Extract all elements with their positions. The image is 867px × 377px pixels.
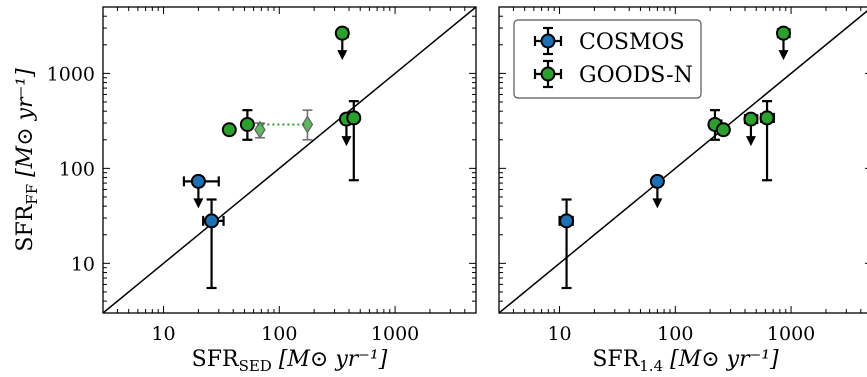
y-tick-label: 100 — [59, 158, 95, 180]
legend-entry: COSMOS — [533, 26, 685, 56]
x-tick-label: 1000 — [767, 323, 815, 345]
x-tick-label: 100 — [657, 323, 693, 345]
axes-frame — [102, 6, 477, 314]
y-axis-label-sub: FF — [23, 184, 41, 205]
data-point-goods-n — [715, 122, 731, 138]
marker-circle — [190, 173, 206, 189]
legend-label: COSMOS — [579, 30, 685, 55]
upper-limit-arrow — [337, 50, 348, 61]
marker-circle — [775, 25, 791, 41]
upper-limit-arrow — [341, 136, 352, 147]
marker-circle — [715, 122, 731, 138]
y-tick-label: 1000 — [47, 63, 95, 85]
one-to-one-line — [103, 7, 476, 313]
alt-marker-diamond — [254, 120, 266, 139]
data-point-goods-n — [759, 100, 775, 182]
data-point-goods-n — [334, 25, 350, 61]
x-axis-label-unit: [M⊙ yr⁻¹] — [272, 347, 388, 372]
marker-circle — [759, 110, 775, 126]
marker-circle — [334, 25, 350, 41]
x-axis-label-sub: 1.4 — [639, 357, 663, 375]
x-axis-label-main: SFR — [192, 347, 240, 372]
marker-circle — [559, 213, 575, 229]
marker-circle — [346, 110, 362, 126]
upper-limit-arrow — [745, 136, 756, 147]
legend-marker — [540, 33, 556, 49]
data-point-goods-n — [221, 122, 237, 138]
x-tick-label: 10 — [151, 323, 175, 345]
marker-circle — [649, 173, 665, 189]
upper-limit-arrow — [652, 198, 663, 209]
data-point-cosmos — [202, 198, 225, 290]
data-point-goods-n — [775, 25, 791, 61]
x-tick-label: 1000 — [371, 323, 419, 345]
upper-limit-arrow — [193, 198, 204, 209]
legend-entry: GOODS-N — [533, 59, 693, 89]
marker-circle — [221, 122, 237, 138]
alt-marker — [301, 109, 314, 141]
y-axis-label-main: SFR — [13, 203, 38, 251]
data-point-cosmos — [182, 173, 220, 209]
x-tick-label: 10 — [547, 323, 571, 345]
y-axis-label: SFRFF [M⊙ yr⁻¹] — [13, 68, 41, 252]
x-tick-label: 100 — [261, 323, 297, 345]
one-to-one-line — [499, 10, 867, 313]
data-point-goods-n — [743, 111, 759, 147]
upper-limit-arrow — [778, 50, 789, 61]
legend: COSMOS GOODS-N — [513, 19, 702, 99]
alt-marker — [254, 120, 266, 139]
axes-frame — [498, 6, 867, 314]
x-axis-label-main: SFR — [592, 347, 640, 372]
marker-circle — [239, 116, 255, 132]
data-point-goods-n — [346, 100, 362, 182]
marker-circle — [743, 111, 759, 127]
data-point-cosmos — [558, 198, 575, 290]
y-tick-label: 10 — [71, 253, 95, 275]
data-point-goods-n — [239, 109, 255, 141]
alt-marker-diamond — [301, 115, 314, 134]
x-axis-label: SFR1.4 [M⊙ yr⁻¹] — [592, 347, 779, 375]
x-axis-label: SFRSED [M⊙ yr⁻¹] — [192, 347, 388, 375]
x-axis-label-sub: SED — [239, 357, 272, 375]
marker-circle — [204, 213, 220, 229]
x-axis-label-unit: [M⊙ yr⁻¹] — [663, 347, 779, 372]
legend-label: GOODS-N — [579, 63, 693, 88]
legend-marker — [540, 66, 556, 82]
data-point-cosmos — [649, 173, 665, 209]
y-axis-label-unit: [M⊙ yr⁻¹] — [13, 68, 38, 184]
